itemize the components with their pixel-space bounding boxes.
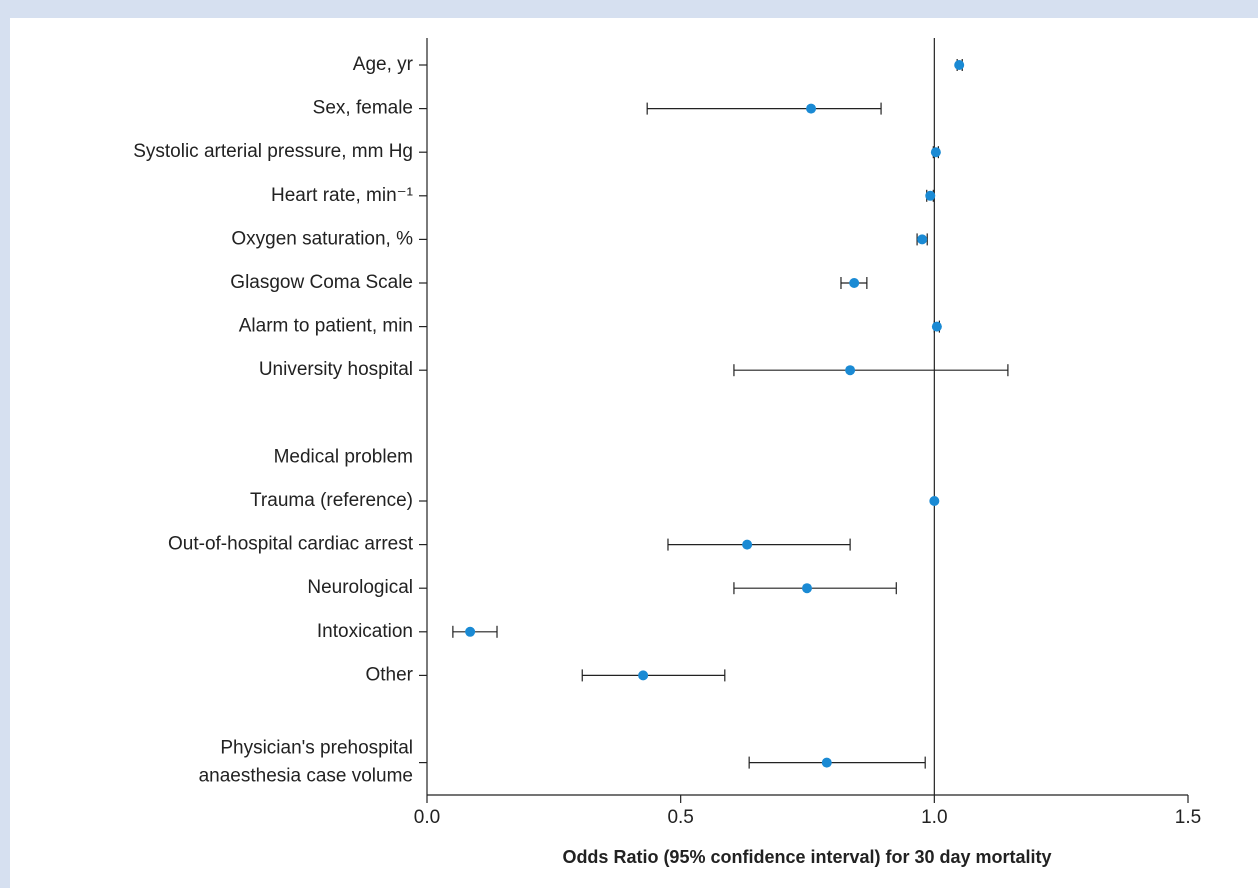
x-tick-label: 0.5 [667,807,693,828]
y-tick-label: Alarm to patient, min [239,316,413,337]
x-tick-label: 1.0 [921,807,947,828]
point-estimate [917,234,928,245]
point-estimate [465,626,476,637]
panel [10,18,1258,888]
y-tick-label: Neurological [307,577,413,598]
point-estimate [806,103,817,114]
x-tick-label: 1.5 [1175,807,1201,828]
y-tick-label: Oxygen saturation, % [231,228,413,249]
point-estimate [742,539,753,550]
point-estimate [801,583,812,594]
y-tick-label: Systolic arterial pressure, mm Hg [133,141,413,162]
y-tick-label: Sex, female [313,98,413,119]
point-estimate [931,321,942,332]
point-estimate [821,757,832,768]
y-tick-label: University hospital [259,359,413,380]
y-tick-label: Medical problem [274,446,413,467]
point-estimate [929,496,940,506]
y-tick-label: Age, yr [353,54,414,75]
point-estimate [849,278,860,288]
y-tick-label: Intoxication [317,621,413,642]
point-estimate [930,147,941,158]
y-tick-label: Out-of-hospital cardiac arrest [168,534,414,555]
y-tick-label: Trauma (reference) [250,490,413,511]
y-tick-label: Glasgow Coma Scale [230,272,413,293]
point-estimate [638,670,649,681]
point-estimate [925,190,936,201]
y-tick-label: Physician's prehospital anaesthesia case … [199,738,413,787]
point-estimate [954,60,965,70]
x-tick-label: 0.0 [414,807,440,828]
x-axis-label: Odds Ratio (95% confidence interval) for… [562,847,1051,867]
point-estimate [845,365,856,376]
y-tick-label: Heart rate, min⁻¹ [271,185,413,206]
y-tick-label: Other [365,664,413,685]
